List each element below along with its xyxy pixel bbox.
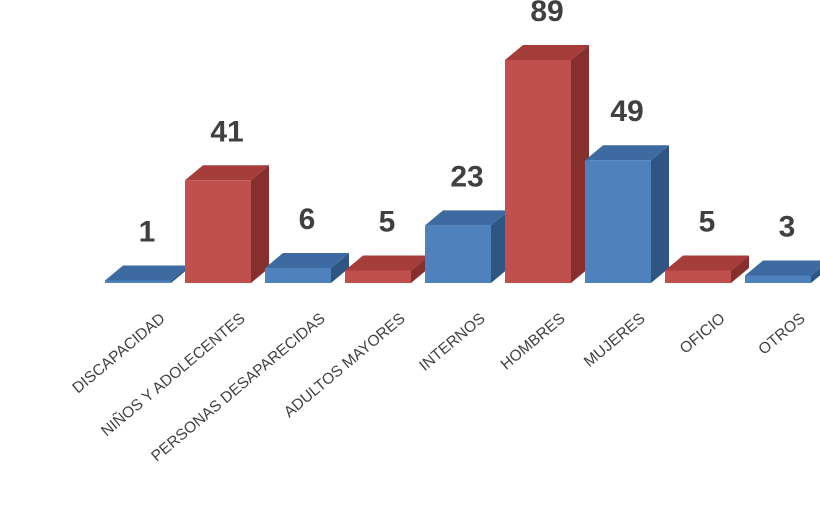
bar	[505, 45, 589, 283]
bar-top	[265, 252, 349, 268]
bar-front	[585, 160, 651, 283]
bar	[185, 165, 269, 283]
bar-front	[105, 280, 171, 283]
bar	[105, 265, 189, 283]
bar-front	[505, 60, 571, 283]
bar-front	[345, 270, 411, 283]
value-labels-group: 1 41 6 5 23 89 49 5 3	[139, 0, 796, 248]
bar	[745, 260, 820, 283]
category-label: MUJERES	[581, 310, 649, 371]
bar-side	[411, 255, 429, 283]
bar	[345, 255, 429, 283]
bar-front	[745, 275, 811, 283]
bar-front	[425, 225, 491, 283]
category-label: OTROS	[755, 310, 808, 358]
bar-front	[665, 270, 731, 283]
bar	[265, 252, 349, 283]
category-label: OFICIO	[677, 310, 729, 357]
category-label: INTERNOS	[416, 310, 488, 375]
category-label: PERSONAS DESAPARECIDAS	[148, 310, 328, 465]
value-label: 5	[699, 205, 716, 238]
bar-side	[251, 165, 269, 283]
category-label: NIÑOS Y ADOLECENTES	[98, 310, 248, 440]
bar-side	[811, 267, 820, 283]
bar-top	[425, 210, 509, 226]
bar-top	[585, 145, 669, 161]
bars-group	[105, 45, 820, 283]
value-label: 3	[779, 210, 796, 243]
bar-side	[571, 45, 589, 283]
bar-top	[185, 165, 269, 181]
bar	[665, 255, 749, 283]
bar-side	[731, 255, 749, 283]
bar-top	[665, 255, 749, 271]
bar-top	[505, 45, 589, 60]
value-label: 41	[210, 115, 243, 148]
bar-front	[265, 267, 331, 283]
bar-side	[651, 145, 669, 283]
value-label: 49	[610, 95, 643, 128]
value-label: 23	[450, 160, 483, 193]
value-label: 5	[379, 205, 396, 238]
bar	[425, 210, 509, 283]
bar	[585, 145, 669, 283]
bar-top	[345, 255, 429, 271]
value-label: 89	[530, 0, 563, 28]
bar-side	[491, 210, 509, 283]
bar-front	[185, 180, 251, 283]
value-label: 6	[299, 203, 316, 236]
category-label: HOMBRES	[498, 310, 569, 373]
bar-top	[105, 265, 189, 281]
bar-side	[171, 265, 189, 283]
bar-top	[745, 260, 820, 276]
value-label: 1	[139, 215, 156, 248]
bar-side	[331, 252, 349, 283]
